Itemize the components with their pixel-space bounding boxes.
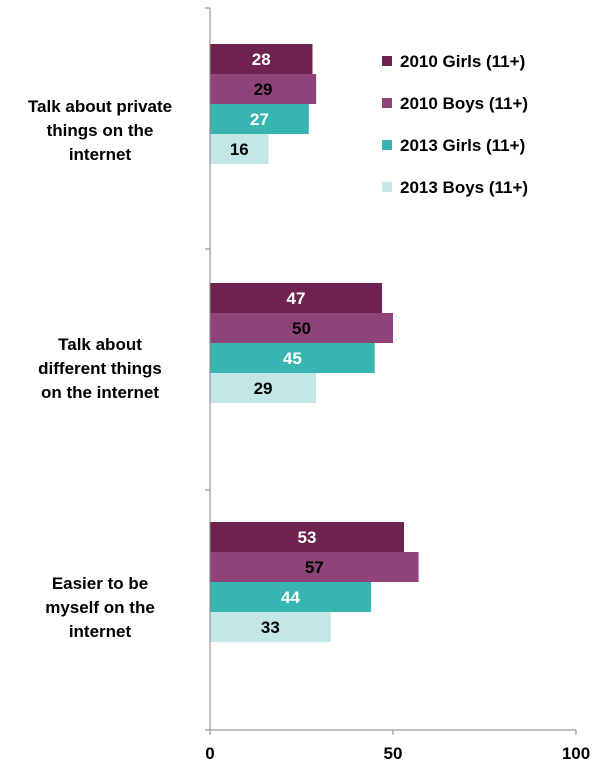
legend-swatch-2 (382, 98, 392, 108)
data-label: 44 (281, 588, 300, 607)
category-label-line: Easier to be (52, 574, 148, 593)
bar-series-1-category-3 (210, 522, 404, 552)
x-tick-label: 50 (384, 744, 403, 763)
bar-series-4-category-2 (210, 373, 317, 403)
data-label: 53 (298, 528, 317, 547)
data-label: 28 (252, 50, 271, 69)
legend-swatch-4 (382, 182, 392, 192)
data-label: 16 (230, 140, 249, 159)
category-label-line: on the internet (41, 383, 159, 402)
category-label-line: myself on the (45, 598, 155, 617)
bar-series-4-category-3 (210, 612, 331, 642)
data-label: 50 (292, 319, 311, 338)
category-label-line: things on the (47, 121, 154, 140)
bar-series-4-category-1 (210, 134, 269, 164)
category-label-line: internet (69, 622, 132, 641)
x-tick-label: 0 (205, 744, 214, 763)
bar-series-3-category-1 (210, 104, 309, 134)
data-label: 57 (305, 558, 324, 577)
bar-series-2-category-2 (210, 313, 393, 343)
data-label: 29 (254, 80, 273, 99)
legend-label-2: 2010 Boys (11+) (400, 94, 528, 113)
category-label-line: internet (69, 145, 132, 164)
category-label-1: Talk about private things on the internet (28, 97, 172, 164)
legend-label-1: 2010 Girls (11+) (400, 52, 525, 71)
bar-series-3-category-3 (210, 582, 372, 612)
data-label: 45 (283, 349, 302, 368)
bar-series-3-category-2 (210, 343, 375, 373)
category-label-3: Easier to be myself on the internet (45, 574, 155, 641)
bar-series-2-category-1 (210, 74, 317, 104)
data-label: 47 (287, 289, 306, 308)
legend-label-3: 2013 Girls (11+) (400, 136, 525, 155)
data-label: 33 (261, 618, 280, 637)
category-label-line: Talk about private (28, 97, 172, 116)
data-label: 29 (254, 379, 273, 398)
legend-label-4: 2013 Boys (11+) (400, 178, 528, 197)
category-label-2: Talk about different things on the interne… (38, 335, 162, 402)
x-tick-label: 100 (562, 744, 590, 763)
legend-swatch-3 (382, 140, 392, 150)
category-label-line: different things (38, 359, 162, 378)
bar-series-1-category-1 (210, 44, 313, 74)
bar-series-2-category-3 (210, 552, 419, 582)
data-label: 27 (250, 110, 269, 129)
bar-series-1-category-2 (210, 283, 383, 313)
category-label-line: Talk about (58, 335, 142, 354)
legend-swatch-1 (382, 56, 392, 66)
